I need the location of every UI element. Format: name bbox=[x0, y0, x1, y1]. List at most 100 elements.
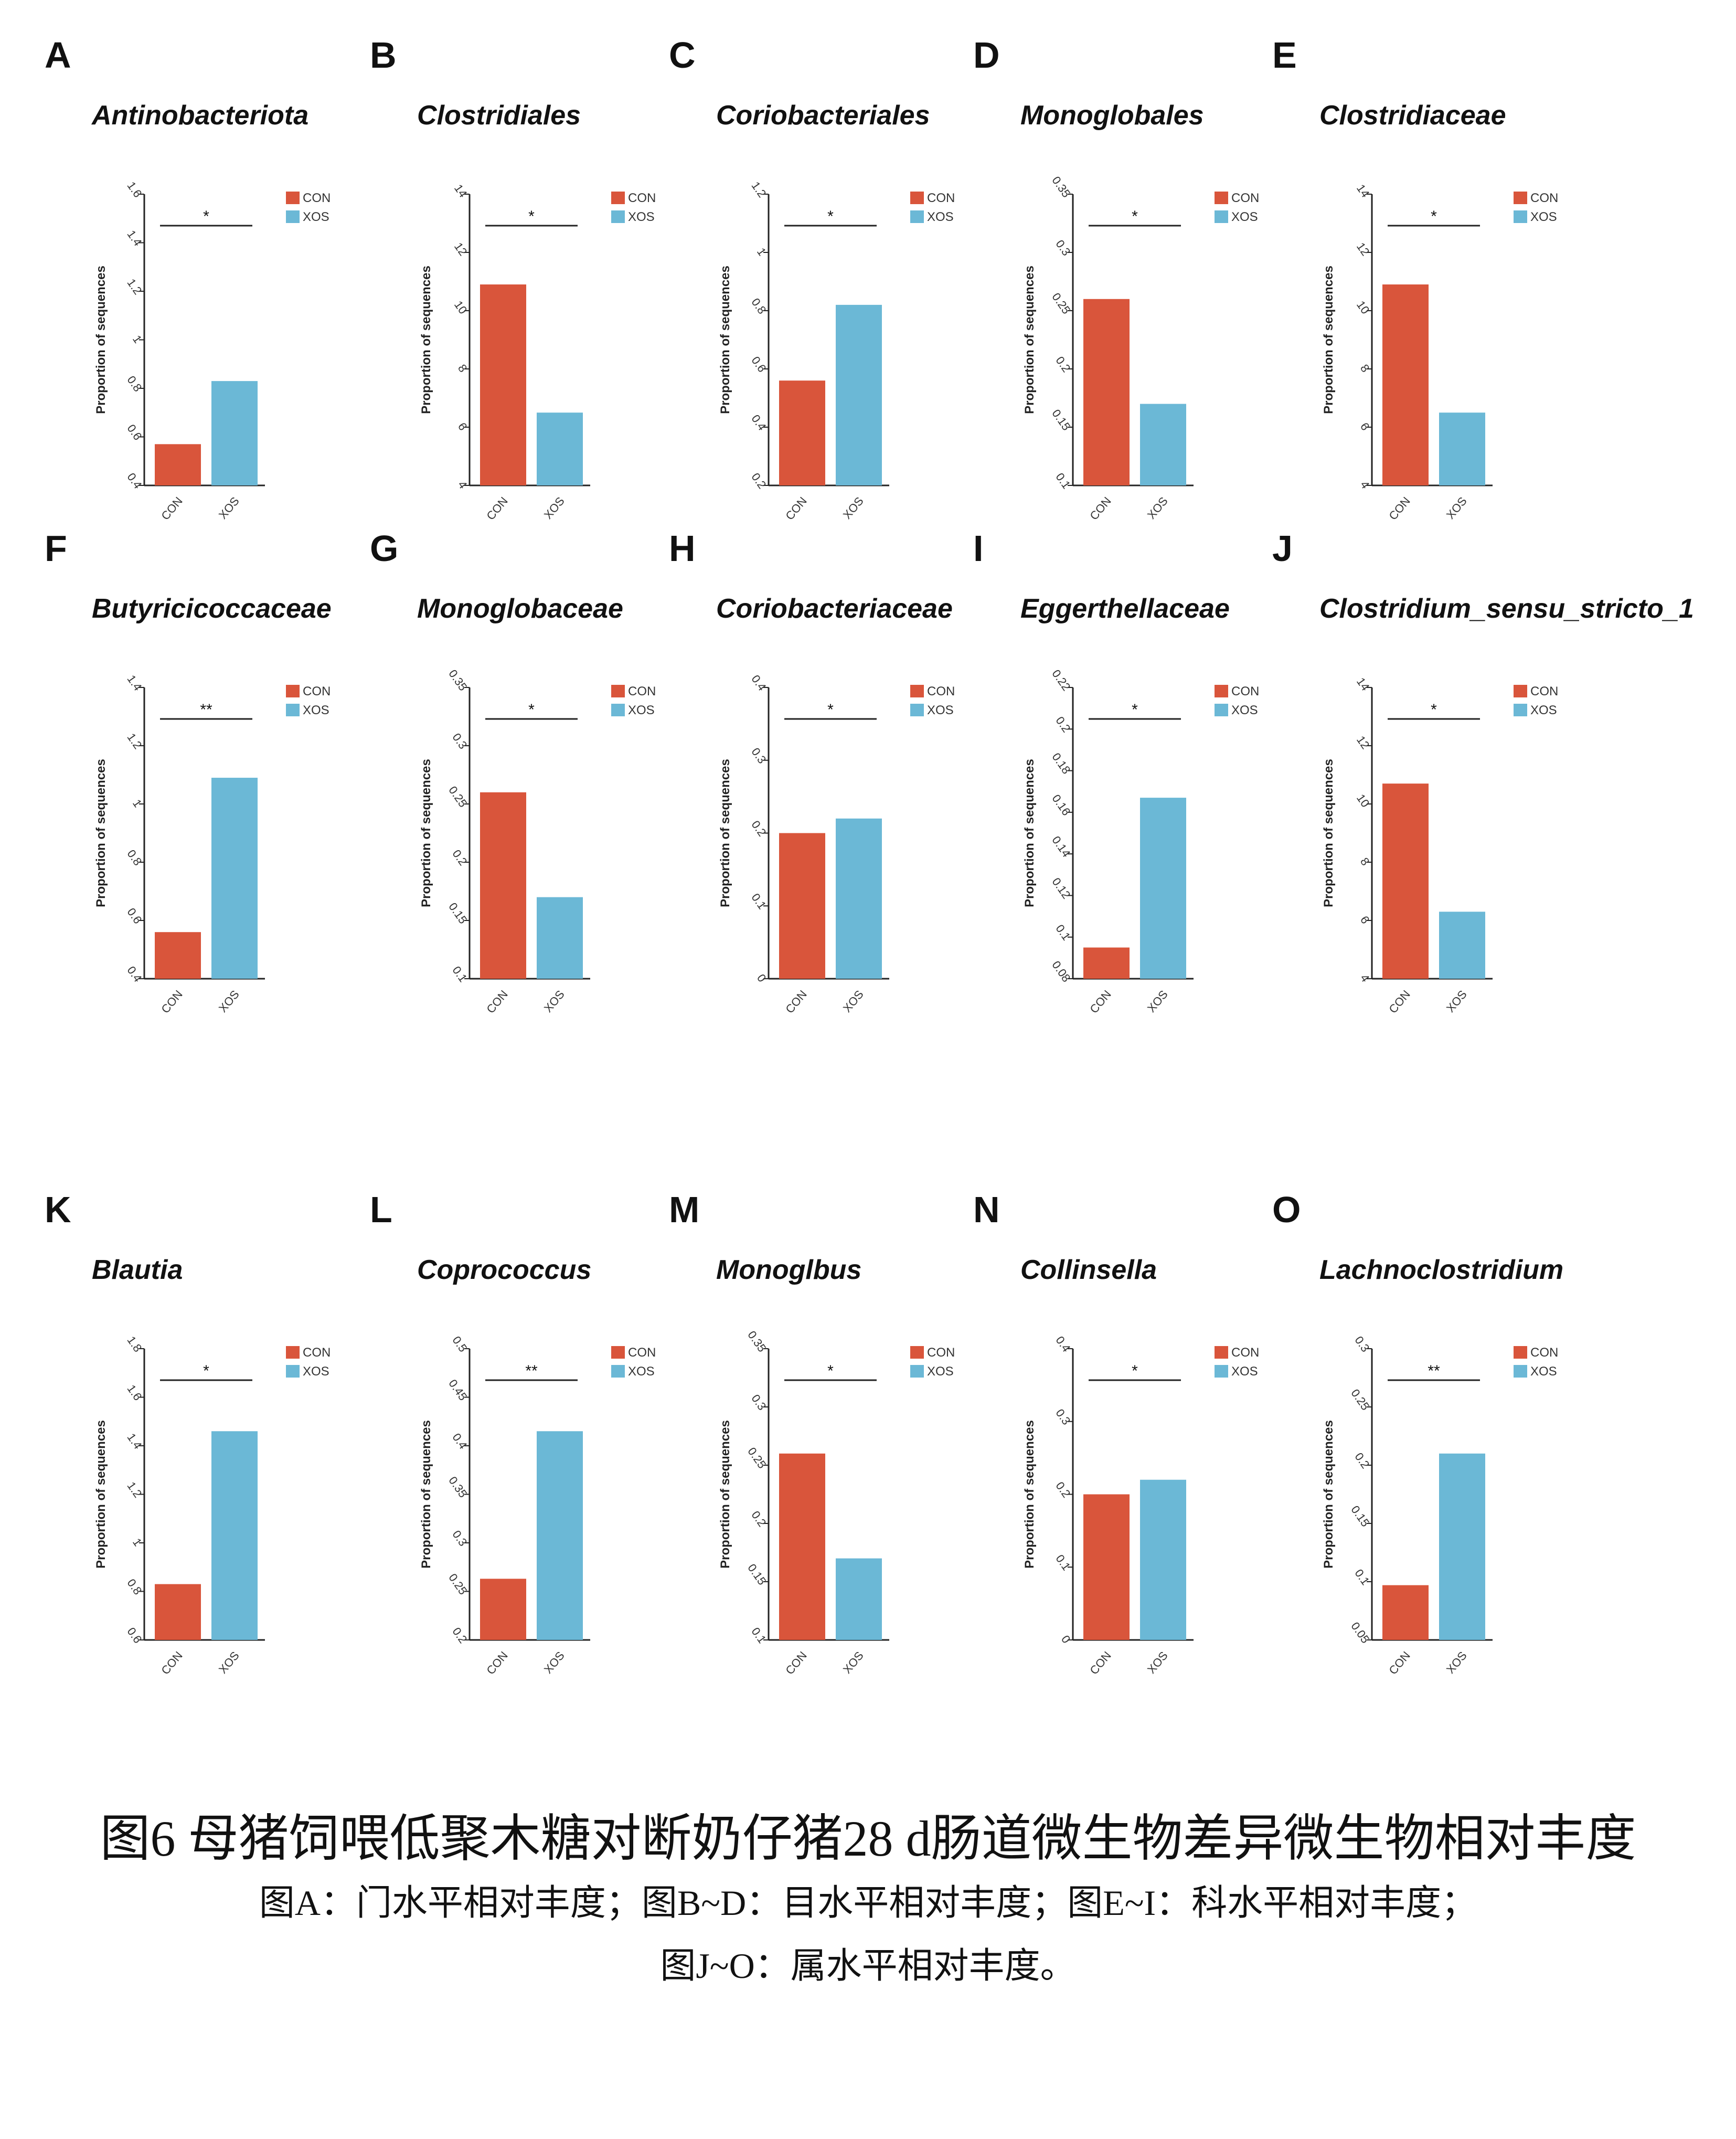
bar-xos bbox=[1439, 412, 1485, 485]
x-tick-label: CON bbox=[783, 494, 810, 523]
legend-label: XOS bbox=[303, 210, 329, 224]
legend-label: XOS bbox=[1530, 1364, 1557, 1379]
bar-chart: 0.1 0.15 0.2 0.25 0.3 0.35 Proportion of seque… bbox=[1023, 174, 1259, 522]
bar-xos bbox=[537, 412, 583, 485]
y-tick-label: 0.35 bbox=[745, 1328, 769, 1354]
panel-letter: K bbox=[45, 1189, 71, 1230]
y-tick-label: 0.8 bbox=[124, 373, 144, 394]
y-tick-label: 0.3 bbox=[450, 1528, 470, 1548]
chart-panel-k: K Blautia 0.6 0.8 1 1.2 1.4 1.6 1.8 Proportion of… bbox=[42, 1186, 378, 1711]
legend-label: CON bbox=[1231, 191, 1259, 205]
legend-swatch-xos bbox=[611, 210, 625, 223]
y-tick-label: 0.4 bbox=[124, 963, 144, 984]
legend-label: CON bbox=[628, 191, 656, 205]
chart-panel-n: N Collinsella 0 0.1 0.2 0.3 0.4 Proportion of s… bbox=[971, 1186, 1306, 1711]
legend-swatch-con bbox=[910, 1346, 924, 1359]
y-tick-label: 0.4 bbox=[749, 672, 769, 693]
bar-con bbox=[480, 792, 526, 979]
y-tick-label: 1 bbox=[754, 245, 769, 258]
chart-panel-a: A Antinobacteriota 0.4 0.6 0.8 1 1.2 1.4 1.6 Prop… bbox=[42, 31, 378, 556]
y-tick-label: 0.2 bbox=[450, 847, 470, 867]
legend-swatch-xos bbox=[1514, 210, 1527, 223]
x-tick-label: CON bbox=[1386, 988, 1413, 1016]
bar-chart: 4 6 8 10 12 14 Proportion of sequences CON XOS * C… bbox=[1322, 675, 1558, 1016]
significance-marker: * bbox=[827, 208, 834, 225]
y-tick-label: 0.5 bbox=[450, 1333, 470, 1354]
y-axis-label: Proportion of sequences bbox=[718, 759, 732, 907]
y-axis-label: Proportion of sequences bbox=[1322, 1420, 1336, 1569]
significance-marker: ** bbox=[1428, 1362, 1440, 1380]
y-tick-label: 0.1 bbox=[1053, 470, 1073, 491]
significance-marker: * bbox=[528, 208, 535, 225]
y-tick-label: 1.8 bbox=[124, 1333, 144, 1354]
y-tick-label: 12 bbox=[1354, 733, 1372, 751]
y-tick-label: 0.3 bbox=[1352, 1333, 1372, 1354]
x-tick-label: CON bbox=[1386, 1649, 1413, 1677]
y-tick-label: 0.3 bbox=[749, 1392, 769, 1412]
bar-con bbox=[155, 444, 201, 485]
bar-xos bbox=[537, 897, 583, 979]
bar-chart: 0.05 0.1 0.15 0.2 0.25 0.3 Proportion of seque… bbox=[1322, 1333, 1558, 1677]
x-tick-label: CON bbox=[158, 988, 185, 1016]
y-tick-label: 0.2 bbox=[749, 470, 769, 491]
y-tick-label: 4 bbox=[1358, 478, 1372, 491]
y-tick-label: 0.6 bbox=[124, 905, 144, 926]
y-tick-label: 1.2 bbox=[124, 1479, 144, 1500]
bar-xos bbox=[836, 304, 882, 485]
panel-letter: O bbox=[1272, 1189, 1301, 1230]
y-tick-label: 0.8 bbox=[124, 847, 144, 867]
legend-label: XOS bbox=[628, 210, 655, 224]
x-tick-label: XOS bbox=[1145, 1649, 1170, 1676]
bar-con bbox=[779, 1453, 825, 1640]
bar-xos bbox=[836, 1558, 882, 1640]
legend-swatch-con bbox=[611, 192, 625, 204]
figure-caption: 图6 母猪饲喂低聚木糖对断奶仔猪28 d肠道微生物差异微生物相对丰度 bbox=[100, 1810, 1636, 1867]
x-tick-label: XOS bbox=[840, 494, 866, 522]
legend-label: CON bbox=[927, 191, 955, 205]
significance-marker: * bbox=[1132, 1362, 1138, 1380]
y-tick-label: 1 bbox=[130, 797, 145, 809]
y-tick-label: 0.3 bbox=[450, 730, 470, 751]
y-tick-label: 0.4 bbox=[450, 1431, 470, 1451]
y-tick-label: 0.4 bbox=[1053, 1333, 1073, 1354]
y-tick-label: 0.05 bbox=[1348, 1619, 1372, 1645]
y-tick-label: 12 bbox=[1354, 240, 1372, 258]
y-tick-label: 0.14 bbox=[1049, 834, 1073, 860]
legend-swatch-con bbox=[1215, 685, 1228, 697]
y-tick-label: 8 bbox=[1358, 362, 1372, 374]
legend-label: XOS bbox=[303, 703, 329, 717]
y-tick-label: 8 bbox=[1358, 855, 1372, 867]
x-tick-label: XOS bbox=[216, 1649, 242, 1676]
panel-letter: A bbox=[45, 35, 71, 76]
significance-marker: * bbox=[203, 208, 209, 225]
bar-con bbox=[155, 1584, 201, 1640]
y-tick-label: 0.15 bbox=[446, 900, 470, 926]
y-tick-label: 1.2 bbox=[749, 179, 769, 199]
x-tick-label: XOS bbox=[1444, 988, 1469, 1015]
y-tick-label: 6 bbox=[455, 420, 470, 432]
y-axis-label: Proportion of sequences bbox=[1023, 1420, 1037, 1569]
bar-xos bbox=[1140, 1479, 1186, 1640]
legend-swatch-xos bbox=[1215, 704, 1228, 716]
y-tick-label: 6 bbox=[1358, 913, 1372, 926]
x-tick-label: CON bbox=[783, 1649, 810, 1677]
chart-title: Eggerthellaceae bbox=[1020, 594, 1230, 624]
legend-label: XOS bbox=[1231, 210, 1258, 224]
y-tick-label: 0.25 bbox=[446, 1571, 470, 1597]
bar-con bbox=[480, 1579, 526, 1640]
panel-letter: N bbox=[973, 1189, 1000, 1230]
y-tick-label: 0.08 bbox=[1049, 958, 1073, 984]
legend-label: CON bbox=[927, 1346, 955, 1360]
bar-chart: 0 0.1 0.2 0.3 0.4 Proportion of sequences CON X… bbox=[1023, 1333, 1259, 1677]
legend-label: XOS bbox=[628, 703, 655, 717]
bar-con bbox=[480, 284, 526, 485]
y-tick-label: 0.1 bbox=[749, 891, 769, 912]
y-tick-label: 1.6 bbox=[124, 1382, 144, 1403]
y-tick-label: 0.2 bbox=[749, 818, 769, 839]
x-tick-label: XOS bbox=[541, 988, 567, 1015]
y-tick-label: 1.4 bbox=[124, 228, 144, 248]
legend-swatch-xos bbox=[286, 210, 300, 223]
panel-letter: C bbox=[669, 35, 696, 76]
legend-swatch-con bbox=[910, 685, 924, 697]
y-tick-label: 0.1 bbox=[1352, 1566, 1372, 1587]
